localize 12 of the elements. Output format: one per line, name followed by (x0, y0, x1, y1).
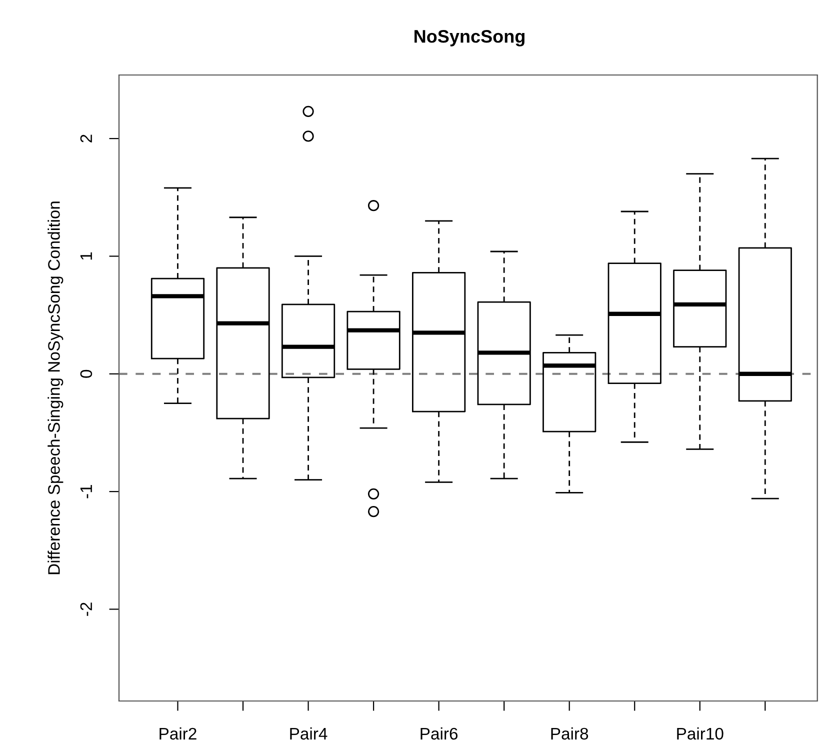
x-tick-label: Pair10 (677, 727, 724, 740)
x-tick-label: Pair8 (551, 727, 588, 740)
y-tick-label: 0 (80, 370, 92, 378)
x-tick-label: Pair6 (420, 727, 458, 740)
y-axis-title: Difference Speech-Singing NoSyncSong Condition (48, 202, 64, 574)
y-tick-label: 1 (80, 252, 92, 260)
y-tick-label: -1 (80, 484, 92, 498)
y-tick-label: -2 (80, 602, 92, 616)
chart-title: NoSyncSong (414, 30, 524, 46)
x-tick-label: Pair4 (290, 727, 328, 740)
y-tick-label: 2 (80, 134, 92, 142)
x-tick-label: Pair2 (160, 727, 196, 740)
